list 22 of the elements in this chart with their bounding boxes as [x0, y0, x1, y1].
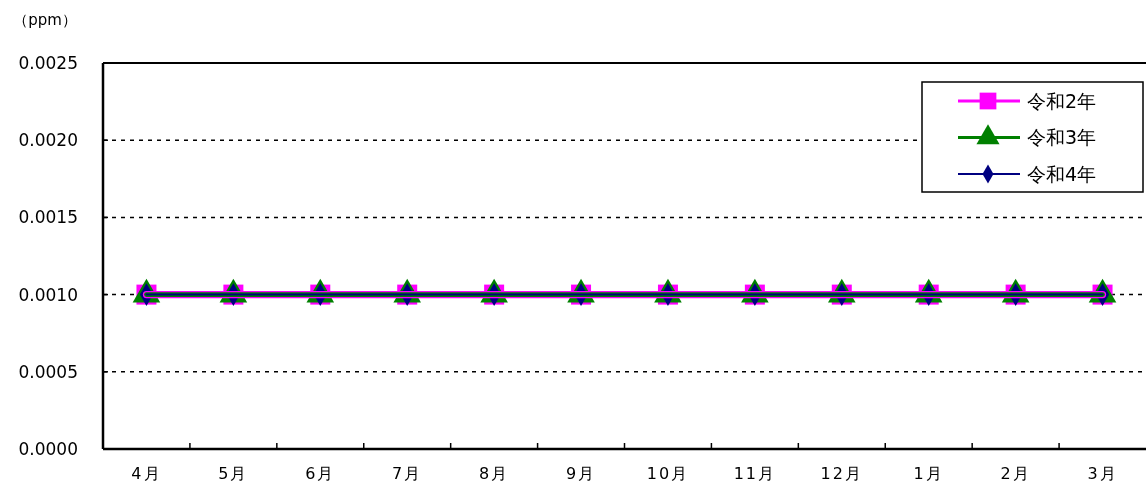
- x-tick-label: 7月: [392, 464, 423, 483]
- y-tick-label: 0.0010: [18, 284, 78, 305]
- y-tick-label: 0.0005: [18, 361, 78, 382]
- legend-label: 令和2年: [1027, 89, 1097, 112]
- x-tick-label: 4月: [131, 464, 162, 483]
- x-tick-label: 2月: [1000, 464, 1031, 483]
- y-tick-label: 0.0020: [18, 130, 78, 151]
- x-tick-label: 10月: [646, 464, 690, 483]
- legend-label: 令和4年: [1027, 162, 1097, 185]
- y-tick-label: 0.0025: [18, 52, 78, 73]
- x-tick-label: 6月: [305, 464, 336, 483]
- x-tick-label: 8月: [479, 464, 510, 483]
- x-tick-label: 9月: [565, 464, 597, 483]
- x-tick-label: 11月: [733, 464, 777, 483]
- x-tick-label: 1月: [913, 464, 944, 483]
- x-tick-label: 5月: [218, 464, 249, 483]
- y-tick-label: 0.0000: [18, 438, 78, 459]
- y-axis-title: （ppm）: [13, 11, 77, 29]
- x-tick-label: 12月: [820, 464, 863, 483]
- x-tick-label: 3月: [1087, 464, 1118, 483]
- y-tick-label: 0.0015: [18, 207, 78, 228]
- legend-label: 令和3年: [1027, 126, 1097, 149]
